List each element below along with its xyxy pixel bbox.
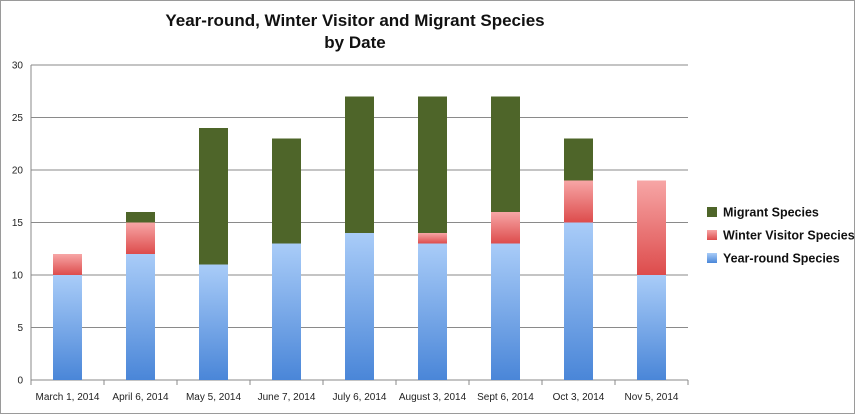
bar-migrant-species-6 [491, 96, 520, 212]
x-tick-label: Oct 3, 2014 [553, 392, 605, 403]
x-tick-label: July 6, 2014 [333, 392, 387, 403]
bar-winter-visitor-species-1 [126, 222, 155, 254]
legend-label: Winter Visitor Species [723, 229, 855, 243]
bar-year-round-species-7 [564, 222, 593, 380]
y-axis-ticks: 0 5 10 15 20 25 30 [12, 61, 24, 387]
bar-migrant-species-1 [126, 212, 155, 223]
x-tick-label: June 7, 2014 [258, 392, 316, 403]
legend-swatch-year-round-species [707, 253, 717, 263]
x-tick-label: April 6, 2014 [112, 392, 169, 403]
bar-winter-visitor-species-6 [491, 212, 520, 244]
bar-year-round-species-6 [491, 243, 520, 380]
legend: Migrant Species Winter Visitor Species Yea… [707, 206, 855, 266]
y-tick-label: 0 [17, 376, 23, 387]
legend-swatch-winter-visitor-species [707, 230, 717, 240]
legend-label: Year-round Species [723, 252, 840, 266]
bar-winter-visitor-species-8 [637, 180, 666, 275]
bar-migrant-species-7 [564, 138, 593, 181]
bar-migrant-species-4 [345, 96, 374, 233]
bar-year-round-species-1 [126, 254, 155, 380]
legend-label: Migrant Species [723, 206, 819, 220]
legend-swatch-migrant-species [707, 207, 717, 217]
chart-title: Year-round, Winter Visitor and Migrant S… [0, 10, 710, 54]
bar-migrant-species-2 [199, 128, 228, 265]
y-tick-label: 5 [17, 323, 23, 334]
y-tick-label: 20 [12, 166, 24, 177]
x-axis-ticks: March 1, 2014 April 6, 2014 May 5, 2014 Jun… [30, 380, 689, 403]
x-tick-label: Sept 6, 2014 [477, 392, 534, 403]
bar-migrant-species-3 [272, 138, 301, 244]
bar-year-round-species-3 [272, 243, 301, 380]
y-tick-label: 30 [12, 61, 24, 72]
bar-winter-visitor-species-7 [564, 180, 593, 223]
bar-year-round-species-4 [345, 233, 374, 380]
bars [53, 96, 666, 380]
bar-year-round-species-2 [199, 264, 228, 380]
y-tick-label: 10 [12, 271, 24, 282]
y-tick-label: 25 [12, 113, 24, 124]
bar-winter-visitor-species-0 [53, 254, 82, 275]
x-tick-label: Nov 5, 2014 [625, 392, 679, 403]
chart-title-line-2: by Date [324, 33, 386, 52]
x-tick-label: August 3, 2014 [399, 392, 467, 403]
x-tick-label: March 1, 2014 [36, 392, 100, 403]
y-tick-label: 15 [12, 218, 24, 229]
bar-year-round-species-5 [418, 243, 447, 380]
bar-year-round-species-0 [53, 275, 82, 380]
bar-year-round-species-8 [637, 275, 666, 380]
bar-migrant-species-5 [418, 96, 447, 233]
chart-title-line-1: Year-round, Winter Visitor and Migrant S… [165, 11, 545, 30]
bar-winter-visitor-species-5 [418, 233, 447, 244]
x-tick-label: May 5, 2014 [186, 392, 241, 403]
